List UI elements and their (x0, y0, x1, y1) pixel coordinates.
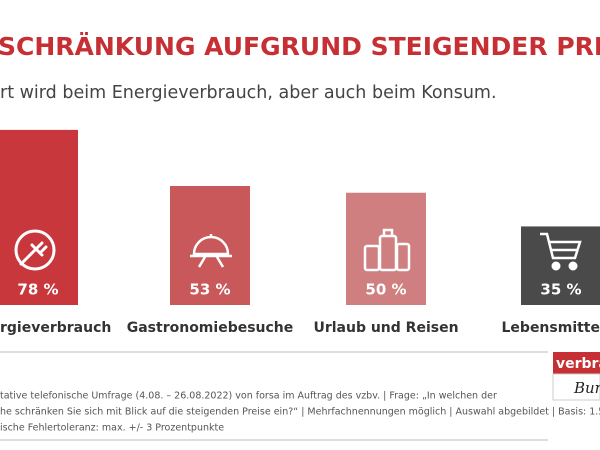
bar (346, 192, 426, 305)
logo-text: verbra (556, 356, 600, 372)
logo-box (553, 352, 600, 374)
value-label: 78 % (17, 281, 58, 299)
category-label: Urlaub und Reisen (313, 320, 458, 336)
logo-text: Bun (573, 379, 600, 397)
category-label: Lebensmitte (502, 320, 600, 336)
footnote: ische Fehlertoleranz: max. +/- 3 Prozent… (0, 423, 224, 434)
icons (14, 228, 582, 272)
logo-box (552, 373, 600, 401)
bar (170, 186, 250, 305)
bar (521, 226, 600, 305)
chart-title: SCHRÄNKUNG AUFGRUND STEIGENDER PREI (0, 31, 600, 61)
value-label: 50 % (365, 281, 406, 299)
value-label: 35 % (540, 281, 581, 299)
category-label: rgieverbrauch (0, 320, 111, 336)
footnote: tative telefonische Umfrage (4.08. – 26.… (0, 391, 497, 402)
value-label: 53 % (189, 281, 230, 299)
category-label: Gastronomiebesuche (127, 320, 294, 336)
footnote: he schränken Sie sich mit Blick auf die … (0, 407, 600, 418)
bar (0, 129, 78, 305)
chart-subtitle: rt wird beim Energieverbrauch, aber auch… (0, 83, 497, 103)
